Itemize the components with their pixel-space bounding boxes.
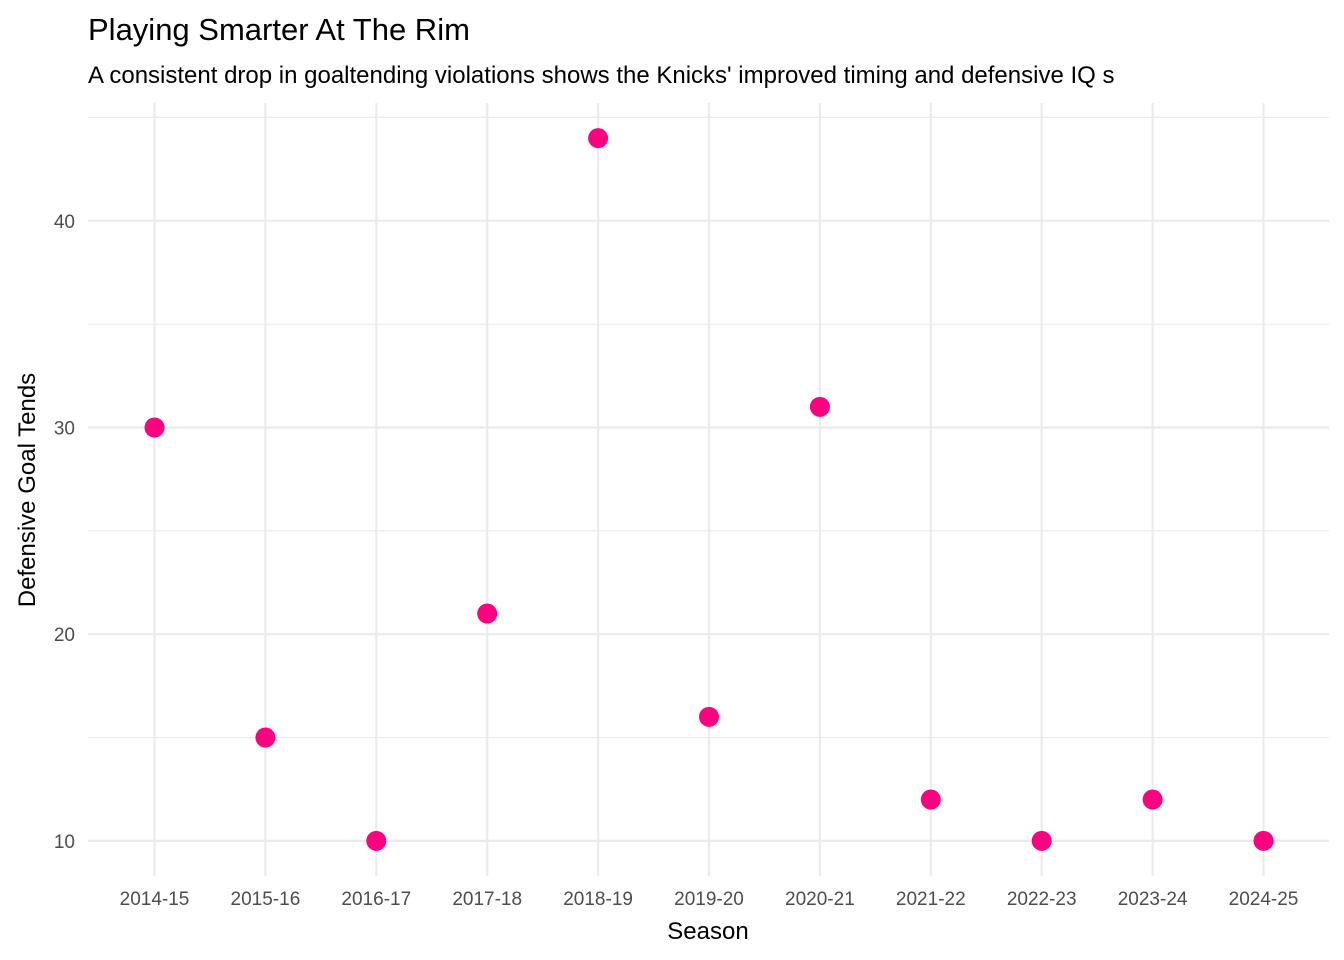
x-tick-label: 2019-20	[674, 889, 744, 910]
x-tick-label: 2021-22	[896, 889, 966, 910]
x-tick-label: 2022-23	[1007, 889, 1077, 910]
data-point	[1142, 789, 1163, 810]
data-point	[1031, 830, 1052, 851]
data-point	[255, 727, 276, 748]
tick-labels: 10 20 30 40 2014-15 2015-16 2016-17 2017-18 2018…	[54, 212, 1299, 910]
x-tick-label: 2023-24	[1118, 889, 1188, 910]
x-tick-label: 2018-19	[563, 889, 633, 910]
data-point	[588, 128, 609, 149]
data-point	[366, 830, 387, 851]
x-tick-label: 2017-18	[452, 889, 522, 910]
x-tick-label: 2014-15	[120, 889, 190, 910]
data-point	[809, 396, 830, 417]
y-tick-label: 20	[54, 625, 75, 646]
data-point	[1253, 830, 1274, 851]
chart-title: Playing Smarter At The Rim	[88, 12, 470, 47]
y-axis-title: Defensive Goal Tends	[14, 373, 41, 607]
x-tick-label: 2015-16	[231, 889, 301, 910]
data-point	[920, 789, 941, 810]
x-axis-title: Season	[667, 918, 748, 945]
chart-subtitle: A consistent drop in goaltending violati…	[88, 62, 1114, 89]
data-point	[699, 706, 719, 727]
y-tick-label: 30	[54, 418, 75, 439]
data-points	[144, 128, 1274, 851]
y-tick-label: 40	[54, 212, 75, 233]
x-tick-label: 2020-21	[785, 889, 855, 910]
grid-lines	[88, 103, 1329, 876]
x-tick-label: 2024-25	[1229, 889, 1299, 910]
x-tick-label: 2016-17	[341, 889, 411, 910]
y-tick-label: 10	[54, 832, 75, 853]
data-point	[144, 417, 165, 438]
data-point	[477, 603, 498, 624]
